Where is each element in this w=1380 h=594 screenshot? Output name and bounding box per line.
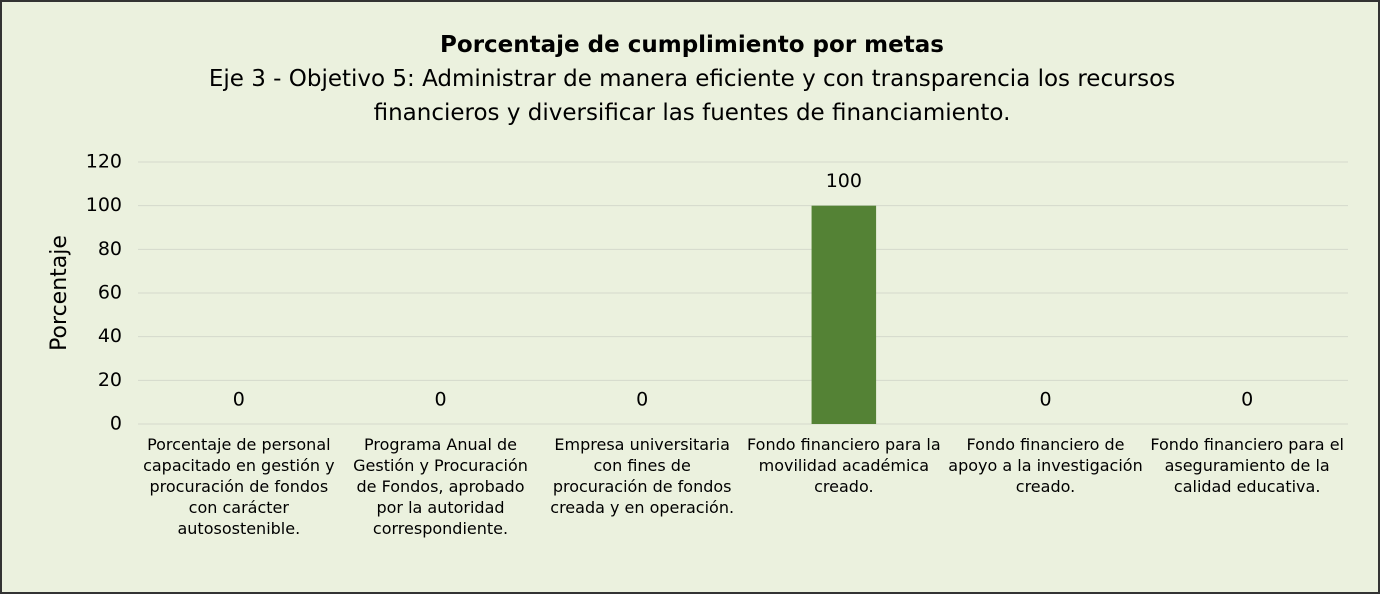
data-label: 0 xyxy=(233,389,245,411)
x-tick-label: Porcentaje de personal capacitado en ges… xyxy=(143,435,335,538)
x-tick-label: Empresa universitaria con fines de procu… xyxy=(550,435,735,517)
x-tick-label: Fondo financiero para la movilidad acadé… xyxy=(747,435,941,496)
y-tick-label: 20 xyxy=(98,369,122,391)
y-tick-label: 60 xyxy=(98,282,122,304)
x-tick-label: Fondo financiero de apoyo a la investiga… xyxy=(948,435,1143,496)
data-label: 0 xyxy=(434,389,446,411)
bar xyxy=(811,205,877,424)
y-axis-label: Porcentaje xyxy=(47,235,72,351)
y-tick-label: 0 xyxy=(110,413,122,435)
data-label: 0 xyxy=(636,389,648,411)
data-label: 0 xyxy=(1241,389,1253,411)
y-tick-label: 80 xyxy=(98,238,122,260)
data-label: 100 xyxy=(826,170,862,192)
data-label: 0 xyxy=(1039,389,1051,411)
y-tick-label: 120 xyxy=(86,151,122,173)
chart-subtitle: Eje 3 - Objetivo 5: Administrar de maner… xyxy=(208,66,1176,126)
y-tick-label: 40 xyxy=(98,325,122,347)
x-tick-label: Fondo financiero para el aseguramiento d… xyxy=(1150,435,1344,496)
chart-title: Porcentaje de cumplimiento por metas xyxy=(440,32,944,58)
y-tick-label: 100 xyxy=(86,194,122,216)
x-tick-label: Programa Anual de Gestión y Procuración … xyxy=(353,435,528,538)
